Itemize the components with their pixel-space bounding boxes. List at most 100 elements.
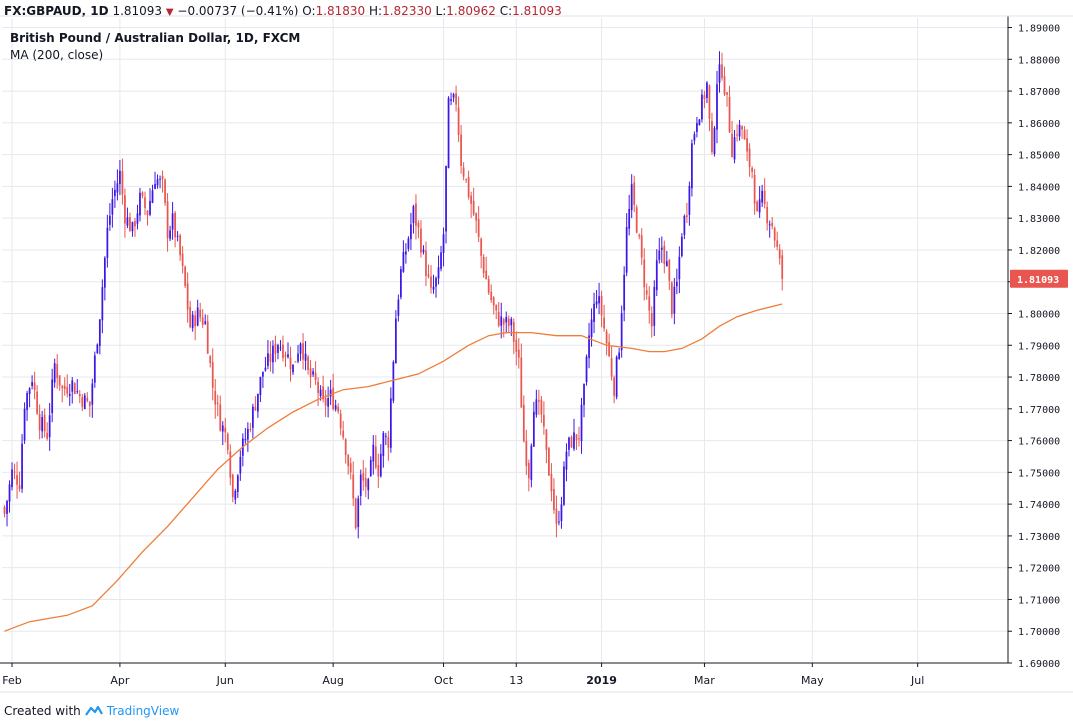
candle-body bbox=[643, 259, 646, 288]
candle-body bbox=[505, 316, 508, 323]
candle-body bbox=[776, 240, 779, 247]
y-tick-label: 1.73000 bbox=[1018, 532, 1060, 543]
candle-body bbox=[450, 99, 452, 101]
candle-body bbox=[114, 189, 116, 197]
candle-body bbox=[578, 438, 580, 440]
candle-body bbox=[565, 451, 568, 470]
candle-body bbox=[600, 295, 603, 316]
candle-body bbox=[186, 283, 189, 310]
candle-body bbox=[239, 456, 242, 474]
candle-body bbox=[362, 473, 365, 481]
candle-body bbox=[244, 439, 247, 441]
y-tick-label: 1.87000 bbox=[1018, 87, 1060, 98]
low-value: 1.80962 bbox=[446, 4, 496, 18]
candle-body bbox=[455, 93, 457, 105]
x-tick-label: 13 bbox=[509, 674, 523, 687]
candle-body bbox=[327, 398, 330, 407]
candle-body bbox=[633, 182, 636, 205]
candle-body bbox=[196, 307, 199, 326]
open-value: 1.81830 bbox=[315, 4, 366, 18]
candle-body bbox=[427, 274, 430, 277]
candle-body bbox=[88, 401, 91, 407]
symbol-header: FX:GBPAUD, 1D 1.81093 ▼ −0.00737 (−0.41%… bbox=[4, 2, 562, 20]
candle-body bbox=[397, 299, 400, 316]
candle-body bbox=[442, 234, 445, 253]
candle-body bbox=[543, 414, 545, 427]
candle-body bbox=[181, 253, 184, 266]
x-axis[interactable]: Feb Apr Jun Aug Oct 13 2019 Mar May Jul bbox=[2, 663, 924, 687]
candle-body bbox=[324, 398, 327, 406]
candle-body bbox=[134, 221, 136, 227]
candle-body bbox=[713, 128, 716, 154]
candle-body bbox=[605, 331, 608, 344]
candle-body bbox=[78, 394, 81, 397]
candle-body bbox=[487, 279, 490, 293]
candle-body bbox=[319, 389, 322, 397]
candle-body bbox=[254, 406, 257, 411]
created-with-label: Created with bbox=[4, 704, 81, 718]
candle-body bbox=[201, 317, 204, 325]
candle-body bbox=[297, 353, 299, 362]
candle-body bbox=[21, 443, 23, 489]
candle-body bbox=[726, 92, 728, 95]
candle-body bbox=[156, 179, 159, 186]
last-price: 1.81093 bbox=[112, 4, 163, 18]
candle-body bbox=[352, 474, 355, 499]
candle-body bbox=[103, 257, 106, 288]
y-tick-label: 1.74000 bbox=[1018, 500, 1060, 511]
candle-body bbox=[161, 175, 164, 180]
candle-body bbox=[23, 408, 26, 441]
candle-body bbox=[527, 462, 530, 479]
candle-body bbox=[389, 398, 392, 448]
candle-body bbox=[550, 473, 553, 492]
y-tick-label: 1.83000 bbox=[1018, 214, 1060, 225]
candle-body bbox=[741, 126, 743, 130]
y-axis[interactable]: 1.69000 1.70000 1.71000 1.72000 1.73000 1.740… bbox=[1008, 24, 1060, 670]
candle-body bbox=[267, 353, 269, 366]
candle-body bbox=[179, 235, 181, 256]
candle-body bbox=[76, 391, 79, 393]
candle-body bbox=[535, 399, 538, 415]
candle-body bbox=[460, 134, 462, 166]
candle-body bbox=[422, 249, 425, 253]
candle-body bbox=[410, 224, 412, 240]
candle-body bbox=[568, 437, 570, 450]
candle-body bbox=[274, 343, 277, 354]
candle-body bbox=[502, 319, 505, 325]
candle-body bbox=[189, 307, 192, 328]
candle-body bbox=[472, 200, 475, 215]
candle-body bbox=[497, 311, 500, 326]
candle-body bbox=[8, 484, 11, 502]
candle-body bbox=[91, 383, 94, 405]
candle-body bbox=[653, 287, 656, 326]
candle-body bbox=[249, 428, 252, 430]
candle-body bbox=[216, 402, 219, 404]
candle-body bbox=[164, 179, 166, 203]
candle-body bbox=[603, 317, 605, 329]
candle-body bbox=[294, 361, 297, 363]
candle-body bbox=[131, 222, 134, 232]
candle-body bbox=[367, 479, 370, 491]
candle-body bbox=[51, 379, 54, 414]
high-label: H: bbox=[369, 4, 383, 18]
candle-body bbox=[174, 212, 176, 238]
candle-body bbox=[6, 500, 8, 514]
candle-body bbox=[307, 356, 309, 370]
candle-body bbox=[723, 76, 726, 95]
candle-body bbox=[425, 250, 427, 276]
brand-link[interactable]: TradingView bbox=[106, 704, 180, 718]
candle-body bbox=[530, 445, 533, 481]
y-tick-label: 1.89000 bbox=[1018, 24, 1060, 35]
y-tick-label: 1.69000 bbox=[1018, 659, 1060, 670]
candle-body bbox=[166, 201, 169, 238]
candle-body bbox=[482, 256, 485, 274]
price-change: −0.00737 (−0.41%) bbox=[177, 4, 299, 18]
chart-title[interactable]: British Pound / Australian Dollar, 1D, F… bbox=[10, 31, 301, 45]
indicator-label[interactable]: MA (200, close) bbox=[10, 48, 104, 62]
candle-body bbox=[98, 319, 101, 346]
x-tick-label: Aug bbox=[322, 674, 343, 687]
symbol-name: FX:GBPAUD, 1D bbox=[4, 4, 109, 18]
candle-body bbox=[347, 455, 350, 467]
candle-body bbox=[337, 406, 340, 412]
